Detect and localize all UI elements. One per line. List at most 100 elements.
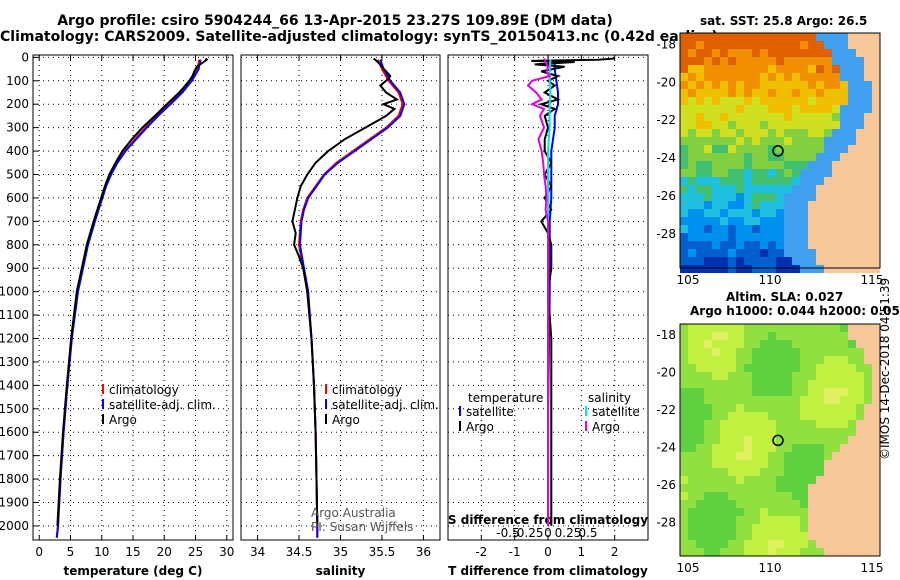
map-cell bbox=[760, 332, 768, 340]
map-cell bbox=[720, 241, 728, 249]
map-cell bbox=[776, 225, 784, 233]
map-cell bbox=[784, 185, 792, 193]
map-cell bbox=[792, 540, 800, 548]
map-cell bbox=[832, 81, 840, 89]
map-cell bbox=[696, 177, 704, 185]
map-cell bbox=[856, 89, 864, 97]
map-cell bbox=[720, 193, 728, 201]
map-cell bbox=[720, 249, 728, 257]
map-cell bbox=[808, 49, 816, 57]
map-cell bbox=[776, 540, 784, 548]
map-cell bbox=[688, 492, 696, 500]
map-cell bbox=[696, 332, 704, 340]
map-cell bbox=[752, 364, 760, 372]
map-cell bbox=[856, 372, 864, 380]
map-cell bbox=[736, 348, 744, 356]
map-cell bbox=[768, 404, 776, 412]
map-cell bbox=[736, 484, 744, 492]
map-cell bbox=[808, 348, 816, 356]
map-cell bbox=[752, 153, 760, 161]
map-cell bbox=[800, 57, 808, 65]
map-cell bbox=[712, 364, 720, 372]
map-cell bbox=[848, 73, 856, 81]
map-cell bbox=[848, 113, 856, 121]
map-cell bbox=[680, 233, 688, 241]
map-cell bbox=[720, 169, 728, 177]
map-cell bbox=[808, 404, 816, 412]
map-cell bbox=[776, 65, 784, 73]
map-cell bbox=[720, 364, 728, 372]
map-cell bbox=[720, 460, 728, 468]
map-cell bbox=[760, 65, 768, 73]
map-cell bbox=[840, 41, 848, 49]
map-cell bbox=[784, 81, 792, 89]
map-cell bbox=[752, 49, 760, 57]
map-cell bbox=[848, 121, 856, 129]
map-cell bbox=[832, 412, 840, 420]
map-cell bbox=[768, 524, 776, 532]
map-cell bbox=[744, 57, 752, 65]
map-cell bbox=[856, 113, 864, 121]
map-cell bbox=[816, 476, 824, 484]
map-cell bbox=[704, 145, 712, 153]
map-cell bbox=[768, 540, 776, 548]
map-cell bbox=[728, 420, 736, 428]
map-cell bbox=[848, 57, 856, 65]
map-cell bbox=[824, 177, 832, 185]
map-cell bbox=[856, 444, 864, 452]
map-cell bbox=[856, 241, 864, 249]
map-cell bbox=[712, 145, 720, 153]
map-cell bbox=[792, 340, 800, 348]
map-cell bbox=[728, 332, 736, 340]
map-cell bbox=[824, 348, 832, 356]
y-tick-label: 1000 bbox=[0, 285, 29, 299]
map-cell bbox=[856, 73, 864, 81]
map-cell bbox=[840, 97, 848, 105]
map-cell bbox=[816, 540, 824, 548]
plot-title-line1: Argo profile: csiro 5904244_66 13-Apr-20… bbox=[57, 13, 613, 29]
map-cell bbox=[680, 161, 688, 169]
map-cell bbox=[704, 484, 712, 492]
map-cell bbox=[872, 153, 880, 161]
map-cell bbox=[864, 257, 872, 265]
map-cell bbox=[760, 249, 768, 257]
map-cell bbox=[704, 396, 712, 404]
map-cell bbox=[736, 65, 744, 73]
map-cell bbox=[696, 444, 704, 452]
map-cell bbox=[784, 484, 792, 492]
map-cell bbox=[704, 412, 712, 420]
float-location-marker bbox=[772, 434, 784, 447]
legend-label: climatology bbox=[332, 383, 402, 397]
map-cell bbox=[680, 241, 688, 249]
map-cell bbox=[816, 137, 824, 145]
map-cell bbox=[744, 201, 752, 209]
map-cell bbox=[792, 65, 800, 73]
map-cell bbox=[808, 65, 816, 73]
map-cell bbox=[728, 129, 736, 137]
map-cell bbox=[704, 105, 712, 113]
map-cell bbox=[784, 412, 792, 420]
map-cell bbox=[808, 516, 816, 524]
map-cell bbox=[840, 548, 848, 556]
map-cell bbox=[688, 201, 696, 209]
map-cell bbox=[680, 121, 688, 129]
map-cell bbox=[744, 265, 752, 273]
map-cell bbox=[856, 500, 864, 508]
map-cell bbox=[688, 145, 696, 153]
map-cell bbox=[784, 217, 792, 225]
map-cell bbox=[832, 153, 840, 161]
legend-label: satellite-adj. clim. bbox=[332, 398, 439, 412]
map-cell bbox=[832, 340, 840, 348]
map-cell bbox=[864, 340, 872, 348]
map-cell bbox=[752, 332, 760, 340]
map-cell bbox=[728, 121, 736, 129]
map-cell bbox=[840, 324, 848, 332]
map-cell bbox=[704, 49, 712, 57]
map-cell bbox=[704, 57, 712, 65]
map-cell bbox=[696, 169, 704, 177]
map-cell bbox=[864, 476, 872, 484]
map-cell bbox=[864, 324, 872, 332]
map-cell bbox=[864, 97, 872, 105]
map-cell bbox=[832, 492, 840, 500]
map-cell bbox=[704, 81, 712, 89]
